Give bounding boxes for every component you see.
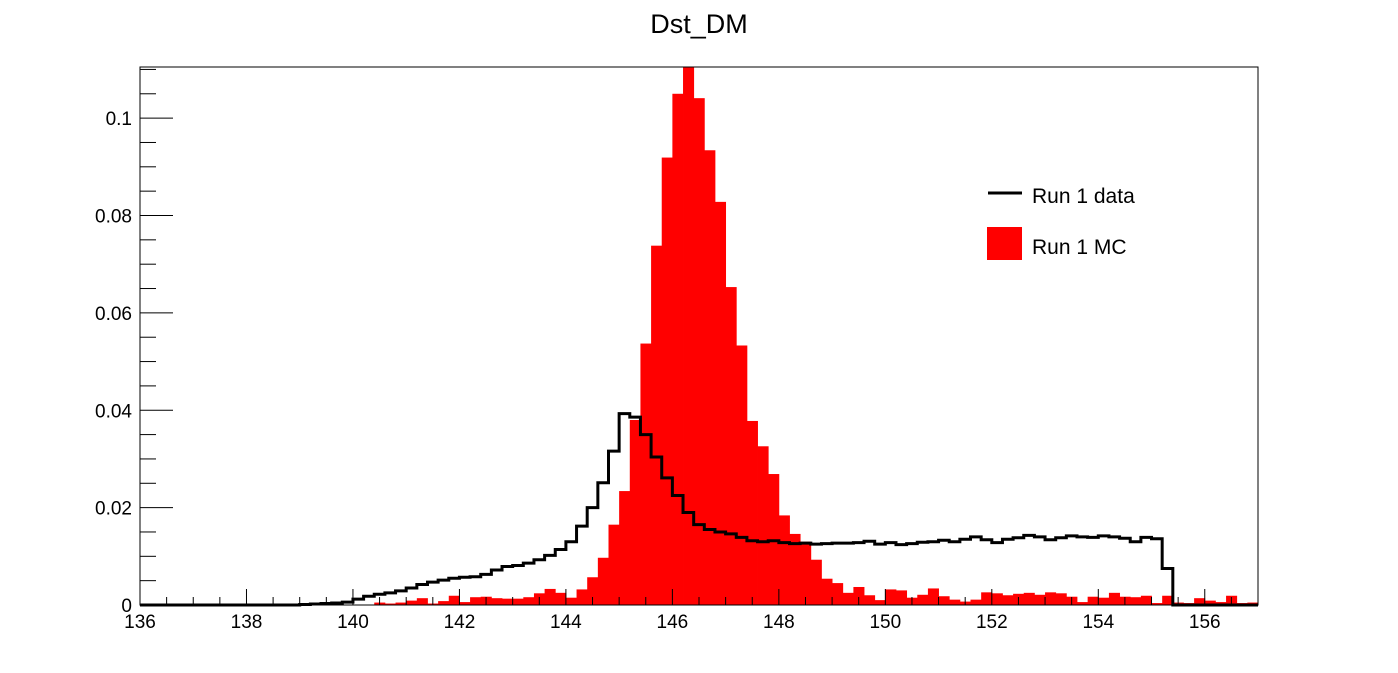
mc-bar xyxy=(864,595,876,605)
mc-bar xyxy=(927,588,939,605)
mc-bar xyxy=(384,603,396,605)
mc-bar xyxy=(693,98,705,605)
mc-bar xyxy=(1045,592,1057,605)
mc-bar xyxy=(885,589,897,605)
mc-bar xyxy=(917,594,929,605)
mc-bar xyxy=(1002,595,1014,605)
mc-bar xyxy=(1140,595,1152,605)
mc-bar xyxy=(746,420,758,605)
mc-bar xyxy=(800,541,812,605)
mc-bar xyxy=(832,583,844,605)
x-tick-label: 150 xyxy=(869,612,901,633)
y-tick-label: 0.02 xyxy=(95,499,132,520)
chart-title: Dst_DM xyxy=(650,9,748,39)
mc-bar xyxy=(438,601,450,605)
x-tick-label: 140 xyxy=(337,612,369,633)
data-series-line xyxy=(140,412,1258,607)
mc-bar xyxy=(491,598,503,605)
mc-bar xyxy=(683,67,695,605)
mc-bar xyxy=(1194,598,1206,605)
x-tick-label: 148 xyxy=(763,612,795,633)
legend-label-run1-data: Run 1 data xyxy=(1032,185,1135,208)
y-tick-label: 0 xyxy=(121,596,132,617)
mc-bar xyxy=(725,287,737,605)
x-axis: 136 138 140 142 144 146 148 150 152 154 156 xyxy=(124,589,1259,633)
mc-bar xyxy=(608,524,620,605)
mc-bar xyxy=(1130,597,1142,605)
y-tick-label: 0.04 xyxy=(95,401,132,422)
mc-bar xyxy=(1087,596,1099,605)
legend-label-run1-mc: Run 1 MC xyxy=(1032,236,1127,259)
mc-bar xyxy=(1098,597,1110,605)
mc-bar xyxy=(895,590,908,605)
mc-bar xyxy=(810,559,822,605)
mc-bar xyxy=(640,343,652,605)
mc-bar xyxy=(459,602,471,605)
x-tick-label: 146 xyxy=(657,612,689,633)
mc-bar xyxy=(1204,600,1216,605)
mc-bar xyxy=(991,593,1003,605)
mc-bar xyxy=(714,201,727,605)
mc-bar xyxy=(778,515,790,605)
mc-bar xyxy=(842,592,854,605)
mc-bar xyxy=(757,446,769,605)
y-tick-label: 0.1 xyxy=(106,109,132,130)
mc-bar xyxy=(853,586,865,605)
x-tick-label: 154 xyxy=(1082,612,1114,633)
mc-bar xyxy=(821,578,833,605)
y-tick-label: 0.06 xyxy=(95,304,132,325)
mc-bar xyxy=(416,598,428,605)
mc-bar xyxy=(576,589,588,605)
mc-bar xyxy=(949,599,961,605)
x-tick-label: 144 xyxy=(550,612,582,633)
mc-bar xyxy=(406,600,418,605)
mc-bar xyxy=(651,245,663,605)
mc-bar xyxy=(448,595,460,605)
mc-bar xyxy=(629,419,641,605)
mc-bar xyxy=(587,577,599,605)
mc-bar xyxy=(1108,592,1120,605)
mc-bar xyxy=(395,602,407,605)
mc-bar xyxy=(523,597,535,605)
legend: Run 1 data Run 1 MC xyxy=(987,185,1135,260)
mc-bar xyxy=(736,345,748,605)
x-tick-label: 152 xyxy=(976,612,1008,633)
mc-bar xyxy=(1023,592,1035,605)
mc-bar xyxy=(1034,594,1046,605)
mc-bar xyxy=(565,597,577,605)
mc-bar xyxy=(938,596,950,605)
mc-bar xyxy=(789,533,801,605)
mc-bar xyxy=(502,598,514,605)
mc-bar xyxy=(874,600,886,605)
mc-bar xyxy=(555,592,567,605)
x-tick-label: 136 xyxy=(124,612,156,633)
mc-bar xyxy=(544,588,556,605)
legend-box-run1-mc xyxy=(987,227,1022,260)
mc-series-bars xyxy=(374,67,1259,605)
mc-bar xyxy=(512,598,524,605)
mc-bar xyxy=(1162,595,1174,605)
x-tick-label: 138 xyxy=(231,612,263,633)
mc-bar xyxy=(1055,593,1067,605)
mc-bar xyxy=(981,592,993,605)
mc-bar xyxy=(672,93,684,605)
x-tick-label: 156 xyxy=(1189,612,1221,633)
x-tick-label: 142 xyxy=(444,612,476,633)
y-axis: 0 0.02 0.04 0.06 0.08 0.1 xyxy=(95,68,173,617)
mc-bar xyxy=(661,157,673,605)
mc-bar xyxy=(470,597,482,605)
mc-bar xyxy=(1151,603,1163,605)
mc-bar xyxy=(704,150,716,605)
y-tick-label: 0.08 xyxy=(95,207,132,228)
mc-bar xyxy=(970,599,982,605)
mc-bar xyxy=(1076,602,1089,605)
mc-bar xyxy=(619,491,631,605)
mc-bar xyxy=(597,557,609,605)
